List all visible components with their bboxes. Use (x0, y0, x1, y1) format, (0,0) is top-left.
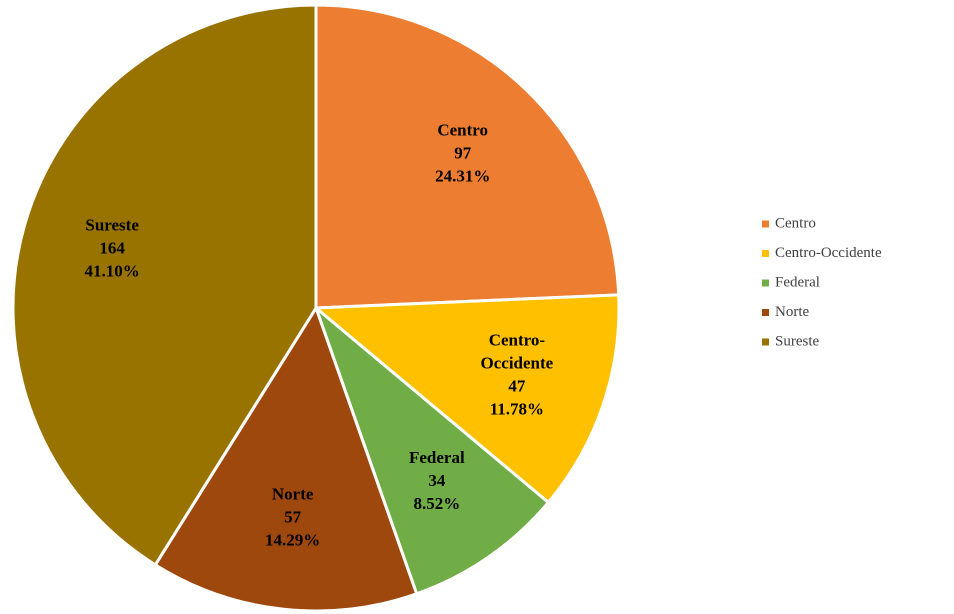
slice-name: Centro (437, 121, 488, 140)
slice-name: Norte (272, 485, 314, 504)
slice-name: Federal (409, 448, 465, 467)
slice-value: 47 (508, 376, 526, 395)
slice-value: 97 (454, 144, 472, 163)
slice-value: 34 (428, 471, 446, 490)
legend-swatch (762, 309, 769, 316)
pie-slice (312, 293, 621, 505)
slice-percent: 24.31% (435, 167, 490, 186)
pie-slice (314, 3, 621, 310)
legend-label: Centro (775, 215, 816, 231)
pie-slice (312, 303, 551, 596)
legend-swatch (762, 279, 769, 287)
legend-swatch (762, 250, 769, 257)
legend-label: Centro-Occidente (775, 245, 882, 261)
slice-name: Centro-Occidente (481, 330, 554, 372)
pie-slice (153, 304, 419, 613)
pie-slice (11, 3, 318, 567)
slice-name: Sureste (85, 215, 139, 234)
slice-percent: 41.10% (85, 261, 140, 280)
legend-label: Federal (775, 274, 820, 290)
legend-swatch (762, 338, 769, 346)
slice-value: 164 (99, 238, 125, 257)
legend-label: Sureste (775, 333, 820, 349)
slice-value: 57 (284, 508, 302, 527)
slice-percent: 8.52% (413, 494, 460, 513)
legend-label: Norte (775, 304, 809, 320)
slice-percent: 14.29% (265, 531, 320, 550)
slice-percent: 11.78% (490, 399, 544, 418)
legend-swatch (762, 220, 769, 228)
